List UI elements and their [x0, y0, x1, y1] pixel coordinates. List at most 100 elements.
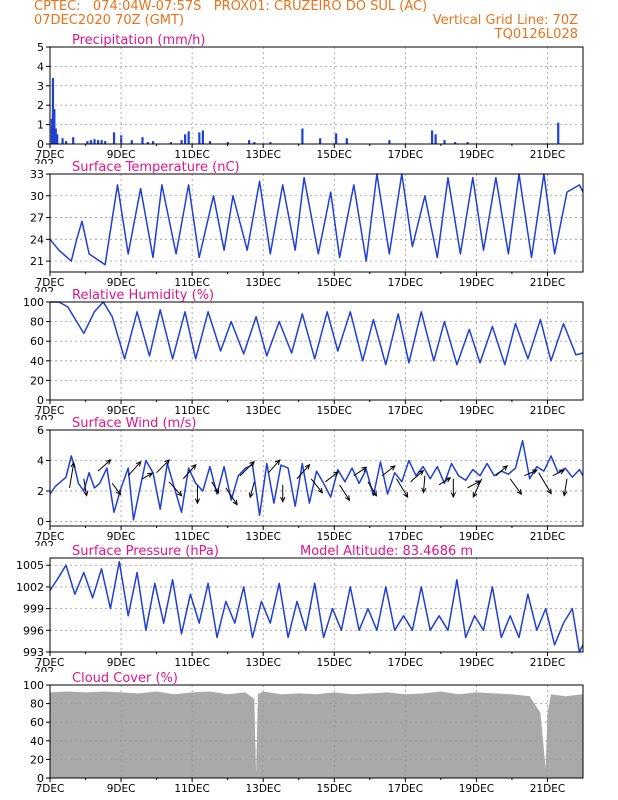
x-tick-label: 13DEC — [245, 405, 280, 417]
wind-vector-head — [531, 469, 539, 475]
y-tick-label: 5 — [37, 41, 44, 54]
wind-vector-head — [445, 477, 452, 483]
y-tick-label: 999 — [23, 603, 44, 616]
precip-bar — [93, 139, 96, 144]
header-line1: CPTEC: 074:04W-07:57S PROX01: CRUZEIRO D… — [34, 0, 428, 14]
x-tick-label: 21DEC — [530, 277, 565, 289]
wind-vector — [552, 469, 565, 477]
wind-vector-head — [191, 463, 197, 470]
x-tick-label: 7DEC — [36, 531, 65, 543]
panel-frame — [49, 173, 584, 273]
wind-vector-head — [472, 491, 478, 499]
x-tick-label: 11DEC — [174, 783, 209, 795]
precip-bar — [269, 142, 272, 144]
series-line-rh — [50, 301, 584, 366]
precip-bar — [247, 140, 251, 144]
y-tick-label: 40 — [30, 355, 44, 368]
precip-bar — [557, 122, 560, 144]
wind-vector — [142, 472, 153, 480]
wind-vector — [211, 481, 220, 494]
panel-temp: 21 24 27 30 33 7DEC 9DEC 11DEC 13DEC 15DEC 17DEC 19… — [30, 160, 584, 292]
wind-vector — [182, 464, 197, 480]
x-tick-label: 9DEC — [107, 531, 136, 543]
x-tick-label: 19DEC — [459, 531, 494, 543]
x-tick-label: 11DEC — [174, 531, 209, 543]
x-tick-label: 21DEC — [530, 783, 565, 795]
x-tick-label: 9DEC — [107, 783, 136, 795]
x-tick-label: 19DEC — [459, 405, 494, 417]
x-tick-label: 7DEC — [36, 405, 65, 417]
y-tick-label: 3 — [37, 80, 44, 93]
wind-vector — [563, 478, 568, 496]
x-tick-label: 17DEC — [388, 657, 423, 669]
x-tick-label: 17DEC — [388, 277, 423, 289]
precip-bar — [104, 141, 107, 144]
precip-bar — [388, 140, 391, 144]
x-tick-label: 21DEC — [530, 657, 565, 669]
y-tick-label: 996 — [23, 624, 44, 637]
x-tick-year-cut: 202 — [34, 414, 54, 426]
wind-vector-head — [546, 488, 552, 495]
wind-vector-head — [516, 489, 523, 496]
x-tick-year-cut: 202 — [34, 540, 54, 552]
y-tick-label: 2 — [37, 99, 44, 112]
header-line2-left: 07DEC2020 70Z (GMT) — [34, 13, 185, 28]
x-tick-label: 15DEC — [317, 149, 352, 161]
x-tick-label: 17DEC — [388, 783, 423, 795]
x-tick-label: 21DEC — [530, 405, 565, 417]
precip-bar — [201, 130, 204, 144]
y-tick-label: 0 — [37, 394, 44, 407]
y-tick-label: 24 — [30, 233, 44, 246]
series-line-pres — [49, 560, 584, 653]
wind-vector-head — [389, 465, 396, 471]
series-line-wind — [49, 439, 584, 521]
precip-bar — [130, 140, 133, 144]
wind-vector — [381, 465, 396, 477]
wind-vector — [353, 466, 367, 477]
x-tick-label: 13DEC — [245, 149, 280, 161]
wind-vector — [524, 469, 538, 477]
wind-vector-head — [371, 490, 378, 497]
wind-vector — [239, 461, 255, 477]
wind-vector-head — [344, 495, 351, 502]
precip-bar — [345, 138, 348, 144]
y-tick-label: 6 — [37, 424, 44, 437]
panel-title: Surface Pressure (hPa) — [72, 544, 219, 559]
precip-bar — [187, 131, 190, 144]
wind-vector-head — [176, 490, 183, 497]
y-tick-label: 0 — [37, 772, 44, 785]
y-tick-label: 33 — [30, 168, 44, 181]
x-tick-label: 7DEC — [36, 783, 65, 795]
wind-vector-head — [502, 465, 509, 471]
wind-vector-head — [562, 490, 568, 497]
y-tick-label: 27 — [30, 212, 44, 225]
wind-vector — [467, 480, 481, 489]
precip-bar — [430, 130, 434, 144]
panel-title: Precipitation (mm/h) — [72, 33, 205, 48]
wind-vector — [111, 483, 121, 495]
x-tick-label: 9DEC — [107, 277, 136, 289]
precip-bar — [454, 142, 457, 144]
panel-wind: 0 2 4 6 7DEC 9DEC 11DEC 13DEC 15DEC 17DEC 19DEC 21D… — [34, 416, 584, 552]
x-tick-label: 15DEC — [317, 531, 352, 543]
wind-vector — [310, 478, 323, 494]
y-tick-label: 1002 — [16, 581, 44, 594]
wind-vector-head — [274, 459, 281, 466]
panel-rh: 0 20 40 60 80 100 7DEC 9DEC 11DEC 13DEC 15DEC 17DEC… — [23, 288, 584, 426]
wind-vector-head — [280, 496, 286, 503]
x-tick-label: 7DEC — [36, 277, 65, 289]
precip-bar — [89, 140, 93, 144]
wind-vector-head — [475, 480, 482, 486]
wind-vector-head — [147, 472, 154, 478]
wind-vector-head — [115, 489, 122, 496]
precip-bar — [253, 142, 256, 144]
panel-frame — [49, 684, 584, 779]
y-tick-label: 30 — [30, 190, 44, 203]
x-tick-label: 19DEC — [459, 657, 494, 669]
wind-vector-head — [403, 491, 409, 498]
panel-pres: 993 996 999 1002 1005 7DEC 9DEC 11DEC 13DEC 15DEC… — [16, 544, 584, 672]
x-tick-label: 7DEC — [36, 657, 65, 669]
precip-bar — [64, 141, 68, 144]
precip-bar — [319, 138, 322, 144]
